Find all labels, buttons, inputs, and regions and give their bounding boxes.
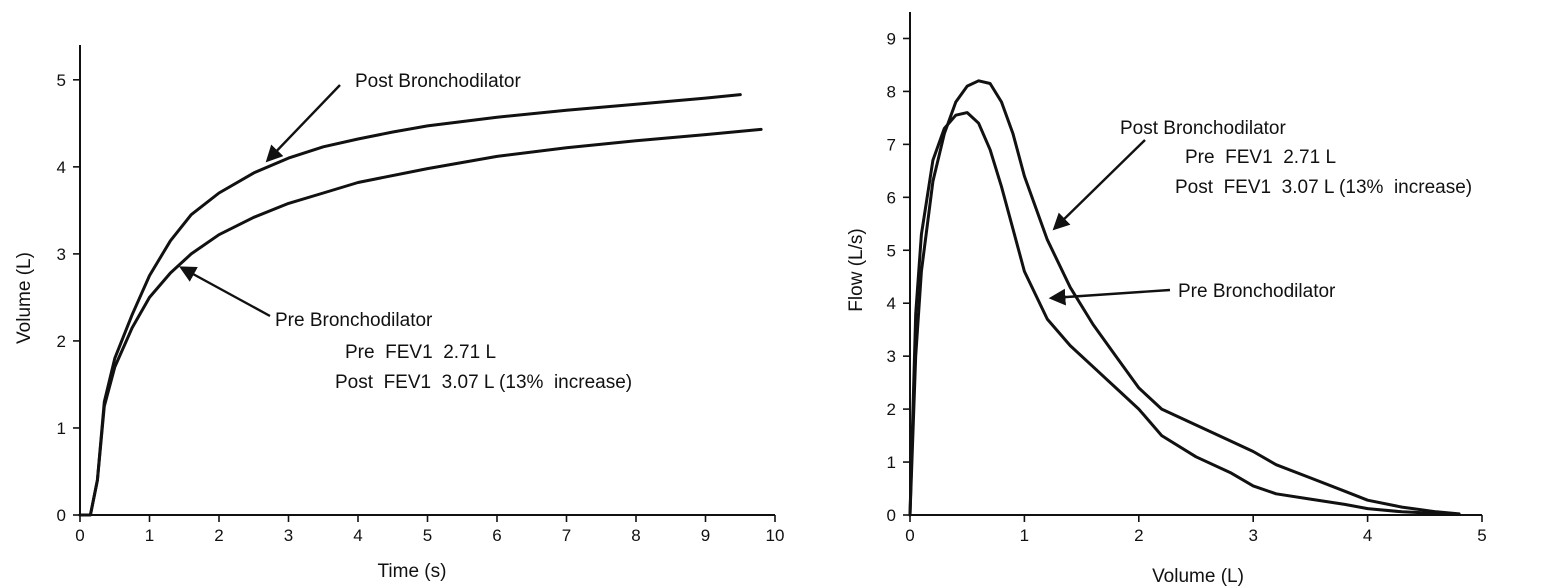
left-pre-annotation: Pre Bronchodilator <box>275 310 433 331</box>
volume-time-chart: 0 1 2 3 4 5 6 7 8 9 10 0 1 2 3 4 5 Time (s) Volume (L) P… <box>14 45 784 582</box>
left-y-tick-label: 0 <box>57 506 66 525</box>
right-x-tick-label: 3 <box>1248 526 1257 545</box>
right-pre-fev1: Pre FEV1 2.71 L <box>1185 147 1336 168</box>
left-x-tick-label: 10 <box>766 526 785 545</box>
left-ticks: 0 1 2 3 4 5 6 7 8 9 10 0 1 2 3 4 5 <box>57 71 785 545</box>
left-x-tick-label: 3 <box>284 526 293 545</box>
right-y-tick-label: 7 <box>887 135 896 154</box>
right-x-tick-label: 0 <box>905 526 914 545</box>
right-series-post-bronchodilator <box>908 79 1461 517</box>
right-y-tick-label: 0 <box>887 506 896 525</box>
left-series-post-bronchodilator <box>78 93 742 517</box>
right-post-annotation: Post Bronchodilator <box>1120 118 1286 139</box>
right-x-tick-label: 4 <box>1363 526 1372 545</box>
left-pre-fev1: Pre FEV1 2.71 L <box>345 342 496 363</box>
left-x-tick-label: 9 <box>701 526 710 545</box>
right-curves <box>908 79 1461 517</box>
left-x-tick-label: 5 <box>423 526 432 545</box>
left-curves <box>78 93 763 517</box>
left-y-tick-label: 3 <box>57 245 66 264</box>
right-y-axis-label: Flow (L/s) <box>846 228 867 311</box>
right-y-tick-label: 6 <box>887 188 896 207</box>
left-x-tick-label: 2 <box>214 526 223 545</box>
right-y-tick-label: 1 <box>887 453 896 472</box>
right-series-pre-bronchodilator <box>908 111 1461 517</box>
right-post-arrow <box>1052 139 1146 231</box>
left-post-arrow <box>265 84 341 163</box>
right-y-tick-label: 8 <box>887 82 896 101</box>
left-x-tick-label: 7 <box>562 526 571 545</box>
right-y-tick-label: 4 <box>887 294 896 313</box>
left-y-tick-label: 1 <box>57 419 66 438</box>
left-x-tick-label: 0 <box>75 526 84 545</box>
left-post-fev1: Post FEV1 3.07 L (13% increase) <box>335 372 632 393</box>
right-x-tick-label: 2 <box>1134 526 1143 545</box>
right-y-tick-label: 2 <box>887 400 896 419</box>
left-pre-arrow <box>179 266 271 318</box>
right-post-fev1: Post FEV1 3.07 L (13% increase) <box>1175 177 1472 198</box>
right-y-tick-label: 9 <box>887 29 896 48</box>
right-y-tick-label: 5 <box>887 241 896 260</box>
left-x-tick-label: 4 <box>353 526 362 545</box>
left-series-pre-bronchodilator <box>78 127 763 517</box>
left-y-tick-label: 2 <box>57 332 66 351</box>
right-ticks: 0 1 2 3 4 5 0 1 2 3 4 5 6 7 8 9 <box>887 29 1487 545</box>
left-y-tick-label: 5 <box>57 71 66 90</box>
right-pre-annotation: Pre Bronchodilator <box>1178 281 1336 302</box>
right-y-tick-label: 3 <box>887 347 896 366</box>
flow-volume-chart: 0 1 2 3 4 5 0 1 2 3 4 5 6 7 8 9 Volume (L) Flow (L/s) P… <box>846 12 1487 587</box>
right-pre-arrow <box>1048 288 1171 306</box>
left-x-tick-label: 8 <box>631 526 640 545</box>
left-x-axis-label: Time (s) <box>378 561 447 582</box>
left-y-tick-label: 4 <box>57 158 66 177</box>
right-x-tick-label: 5 <box>1477 526 1486 545</box>
left-x-tick-label: 1 <box>145 526 154 545</box>
right-x-axis-label: Volume (L) <box>1152 566 1244 587</box>
left-x-tick-label: 6 <box>492 526 501 545</box>
left-post-annotation: Post Bronchodilator <box>355 71 521 92</box>
right-x-tick-label: 1 <box>1020 526 1029 545</box>
left-y-axis-label: Volume (L) <box>14 252 35 344</box>
